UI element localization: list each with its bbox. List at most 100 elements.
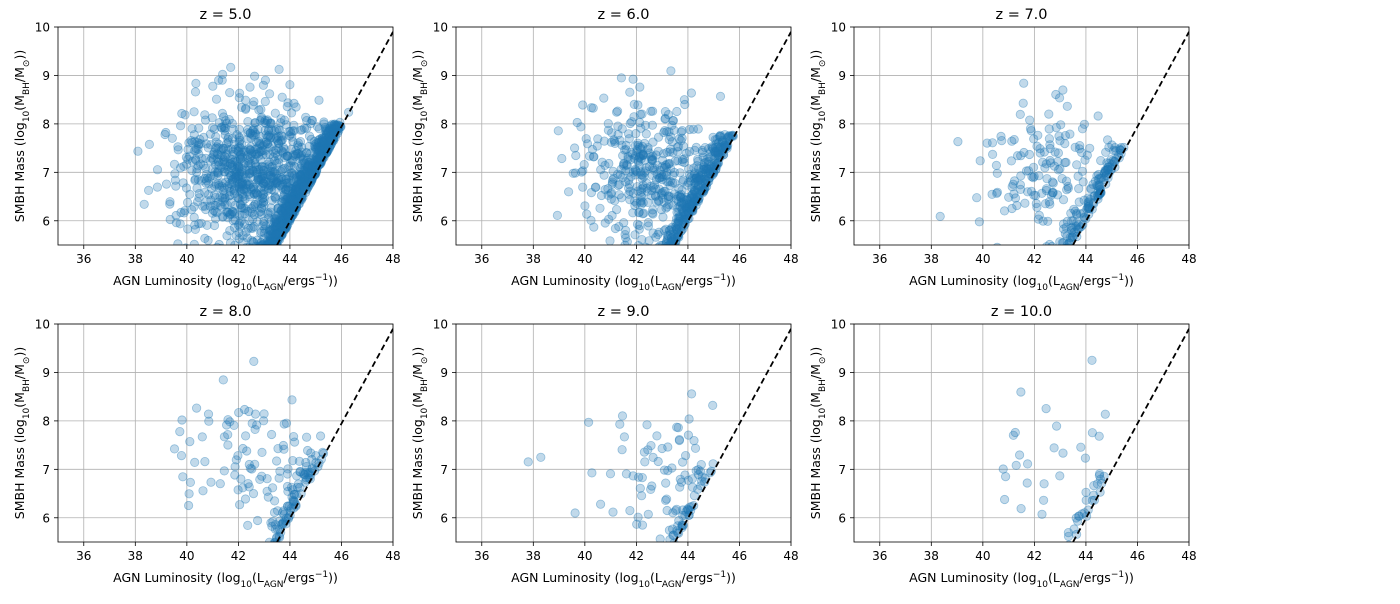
data-point xyxy=(227,118,237,129)
data-point xyxy=(686,201,697,211)
data-point xyxy=(663,110,674,120)
data-point xyxy=(219,432,229,442)
data-point xyxy=(624,134,634,144)
data-point xyxy=(256,147,266,157)
data-point xyxy=(265,231,275,241)
data-point xyxy=(330,119,340,129)
data-point xyxy=(228,124,238,134)
data-point xyxy=(198,486,208,496)
data-point xyxy=(1094,181,1104,191)
data-point xyxy=(1039,495,1049,505)
data-point xyxy=(219,183,229,193)
data-point xyxy=(283,208,293,218)
data-point xyxy=(607,210,617,221)
data-point xyxy=(692,176,703,186)
data-point xyxy=(276,205,286,216)
data-point xyxy=(1092,479,1103,489)
data-point xyxy=(683,430,694,440)
data-point xyxy=(628,167,639,177)
data-point xyxy=(249,356,259,366)
data-point xyxy=(292,140,303,150)
data-point xyxy=(231,172,241,182)
data-point xyxy=(234,163,244,173)
data-point xyxy=(1099,168,1110,178)
data-point xyxy=(278,209,288,219)
data-point xyxy=(313,142,324,152)
data-point xyxy=(187,156,198,166)
data-point xyxy=(269,217,280,227)
data-point xyxy=(262,241,272,245)
data-point xyxy=(674,184,684,194)
data-point xyxy=(272,506,283,516)
data-point xyxy=(1057,238,1067,245)
data-point xyxy=(664,225,675,235)
data-point xyxy=(221,143,231,153)
data-point xyxy=(609,136,620,146)
data-point xyxy=(716,132,726,142)
data-point xyxy=(294,175,304,185)
data-point xyxy=(679,198,689,208)
data-point xyxy=(210,181,220,191)
data-point xyxy=(683,202,694,213)
data-point xyxy=(218,185,228,196)
data-point xyxy=(290,194,300,204)
data-point xyxy=(663,194,674,204)
data-point xyxy=(246,142,256,152)
data-point xyxy=(675,482,685,492)
data-point xyxy=(586,188,597,198)
data-point xyxy=(271,229,282,239)
data-point xyxy=(267,184,277,195)
data-point xyxy=(211,137,221,147)
data-point xyxy=(694,173,704,183)
data-point xyxy=(646,106,656,116)
data-point xyxy=(297,177,307,187)
data-point xyxy=(314,124,324,134)
data-point xyxy=(1053,156,1063,167)
data-point xyxy=(277,135,287,145)
data-point xyxy=(245,463,255,473)
data-point xyxy=(294,192,304,202)
data-point xyxy=(1063,181,1073,191)
data-point xyxy=(259,234,269,244)
data-point xyxy=(255,242,265,245)
data-point xyxy=(287,198,298,208)
data-point xyxy=(303,168,313,178)
x-tick-label: 48 xyxy=(1181,252,1196,266)
data-point xyxy=(258,189,268,200)
data-point xyxy=(213,242,221,245)
data-point xyxy=(1041,403,1051,414)
data-point xyxy=(222,231,232,241)
data-point xyxy=(1110,143,1120,153)
data-point xyxy=(224,183,234,193)
data-point xyxy=(281,184,291,194)
data-point xyxy=(261,244,266,245)
data-point xyxy=(220,130,230,140)
data-point xyxy=(628,188,638,198)
data-point xyxy=(250,128,260,138)
data-point xyxy=(639,168,650,178)
data-point xyxy=(213,178,223,188)
data-point xyxy=(292,190,302,201)
data-point xyxy=(314,146,324,156)
data-point xyxy=(610,196,620,206)
data-point xyxy=(315,134,325,144)
data-point xyxy=(720,130,730,140)
data-point xyxy=(225,226,235,236)
data-point xyxy=(314,144,324,154)
data-point xyxy=(625,155,636,165)
data-point xyxy=(220,126,230,136)
data-point xyxy=(275,516,285,526)
data-point xyxy=(316,141,326,151)
data-point xyxy=(633,186,643,196)
data-point xyxy=(700,477,710,487)
data-point xyxy=(659,186,669,197)
data-point xyxy=(1007,182,1017,192)
data-point xyxy=(235,500,245,510)
data-point xyxy=(256,112,267,122)
data-point xyxy=(271,169,281,179)
data-point xyxy=(274,473,284,483)
plot-frame xyxy=(455,26,792,246)
data-point xyxy=(282,102,292,112)
data-point xyxy=(676,136,686,146)
data-point xyxy=(195,134,205,144)
